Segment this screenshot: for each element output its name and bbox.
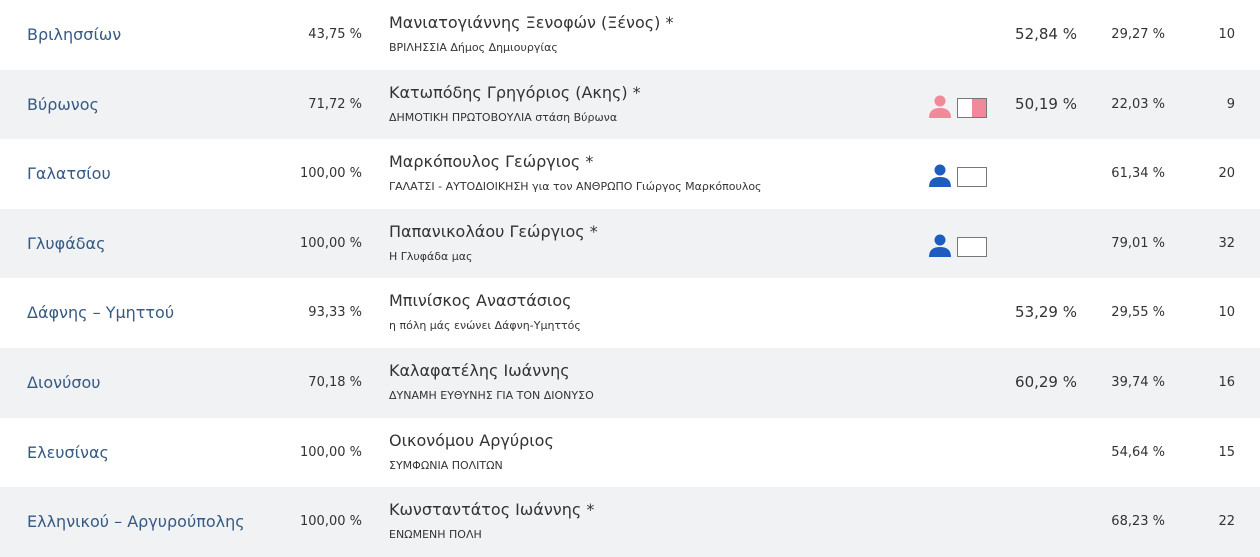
runoff-percent: 53,29 % [1015, 303, 1077, 322]
municipality-link[interactable]: Δάφνης – Υμηττού [27, 303, 175, 323]
party-name: ΔΥΝΑΜΗ ΕΥΘΥΝΗΣ ΓΙΑ ΤΟΝ ΔΙΟΝΥΣΟ [389, 388, 594, 402]
municipality-link[interactable]: Βύρωνος [27, 94, 99, 114]
runoff-box-icon [957, 167, 987, 188]
person-icon [928, 163, 952, 191]
candidate-name: Μπινίσκος Αναστάσιος [389, 291, 572, 311]
runoff-box-icon [957, 97, 987, 118]
candidate-name: Μαρκόπουλος Γεώργιος * [389, 152, 594, 172]
turnout-percent: 100,00 % [300, 235, 362, 251]
seats-count: 10 [1218, 305, 1235, 321]
vote-percent: 68,23 % [1111, 514, 1165, 530]
runoff-percent: 50,19 % [1015, 94, 1077, 113]
vote-percent: 29,55 % [1111, 305, 1165, 321]
turnout-percent: 100,00 % [300, 166, 362, 182]
vote-percent: 79,01 % [1111, 235, 1165, 251]
candidate-name: Παπανικολάου Γεώργιος * [389, 221, 598, 241]
status-indicator [928, 233, 987, 261]
runoff-percent: 52,84 % [1015, 25, 1077, 43]
party-name: ΔΗΜΟΤΙΚΗ ΠΡΩΤΟΒΟΥΛΙΑ στάση Βύρωνα [389, 110, 618, 124]
candidate-name: Κατωπόδης Γρηγόριος (Ακης) * [389, 82, 641, 102]
table-row: Γαλατσίου 100,00 % Μαρκόπουλος Γεώργιος … [0, 139, 1260, 209]
table-row: Δάφνης – Υμηττού 93,33 % Μπινίσκος Αναστ… [0, 278, 1260, 348]
municipality-link[interactable]: Γαλατσίου [27, 164, 111, 184]
party-name: Η Γλυφάδα μας [389, 249, 473, 263]
table-row: Βριλησσίων 43,75 % Μανιατογιάννης Ξενοφώ… [0, 0, 1260, 70]
party-name: η πόλη μάς ενώνει Δάφνη-Υμηττός [389, 319, 581, 333]
person-icon [928, 94, 952, 122]
status-indicator [928, 94, 987, 122]
table-row: Ελευσίνας 100,00 % Οικονόμου Αργύριος ΣΥ… [0, 418, 1260, 488]
seats-count: 9 [1226, 96, 1235, 112]
vote-percent: 39,74 % [1111, 374, 1165, 390]
vote-percent: 22,03 % [1111, 96, 1165, 112]
party-name: ΣΥΜΦΩΝΙΑ ΠΟΛΙΤΩΝ [389, 458, 503, 472]
municipality-link[interactable]: Ελληνικού – Αργυρούπολης [27, 512, 245, 532]
table-row: Διονύσου 70,18 % Καλαφατέλης Ιωάννης ΔΥΝ… [0, 347, 1260, 418]
seats-count: 32 [1218, 235, 1235, 251]
vote-percent: 29,27 % [1111, 27, 1165, 42]
municipality-link[interactable]: Γλυφάδας [27, 233, 106, 253]
turnout-percent: 71,72 % [308, 96, 362, 112]
person-icon [928, 233, 952, 261]
turnout-percent: 93,33 % [308, 305, 362, 321]
runoff-box-icon [957, 236, 987, 257]
turnout-percent: 70,18 % [308, 374, 362, 390]
turnout-percent: 100,00 % [300, 444, 362, 460]
table-row: Ελληνικού – Αργυρούπολης 100,00 % Κωνστα… [0, 487, 1260, 557]
candidate-name: Καλαφατέλης Ιωάννης [389, 360, 570, 380]
municipality-link[interactable]: Διονύσου [27, 372, 101, 392]
vote-percent: 61,34 % [1111, 166, 1165, 182]
seats-count: 15 [1218, 444, 1235, 460]
vote-percent: 54,64 % [1111, 444, 1165, 460]
municipality-link[interactable]: Βριλησσίων [27, 25, 122, 44]
candidate-name: Κωνσταντάτος Ιωάννης * [389, 500, 595, 520]
table-row: Βύρωνος 71,72 % Κατωπόδης Γρηγόριος (Ακη… [0, 69, 1260, 140]
candidate-name: Μανιατογιάννης Ξενοφών (Ξένος) * [389, 13, 674, 32]
party-name: ΒΡΙΛΗΣΣΙΑ Δήμος Δημιουργίας [389, 41, 558, 54]
status-indicator [928, 163, 987, 191]
table-row: Γλυφάδας 100,00 % Παπανικολάου Γεώργιος … [0, 208, 1260, 279]
seats-count: 10 [1218, 27, 1235, 42]
municipality-link[interactable]: Ελευσίνας [27, 442, 109, 462]
runoff-percent: 60,29 % [1015, 372, 1077, 391]
party-name: ΕΝΩΜΕΝΗ ΠΟΛΗ [389, 528, 482, 542]
seats-count: 16 [1218, 374, 1235, 390]
seats-count: 20 [1218, 166, 1235, 182]
candidate-name: Οικονόμου Αργύριος [389, 430, 554, 450]
turnout-percent: 43,75 % [308, 27, 362, 42]
party-name: ΓΑΛΑΤΣΙ - ΑΥΤΟΔΙΟΙΚΗΣΗ για τον ΑΝΘΡΩΠΟ Γ… [389, 180, 762, 194]
turnout-percent: 100,00 % [300, 514, 362, 530]
seats-count: 22 [1218, 514, 1235, 530]
